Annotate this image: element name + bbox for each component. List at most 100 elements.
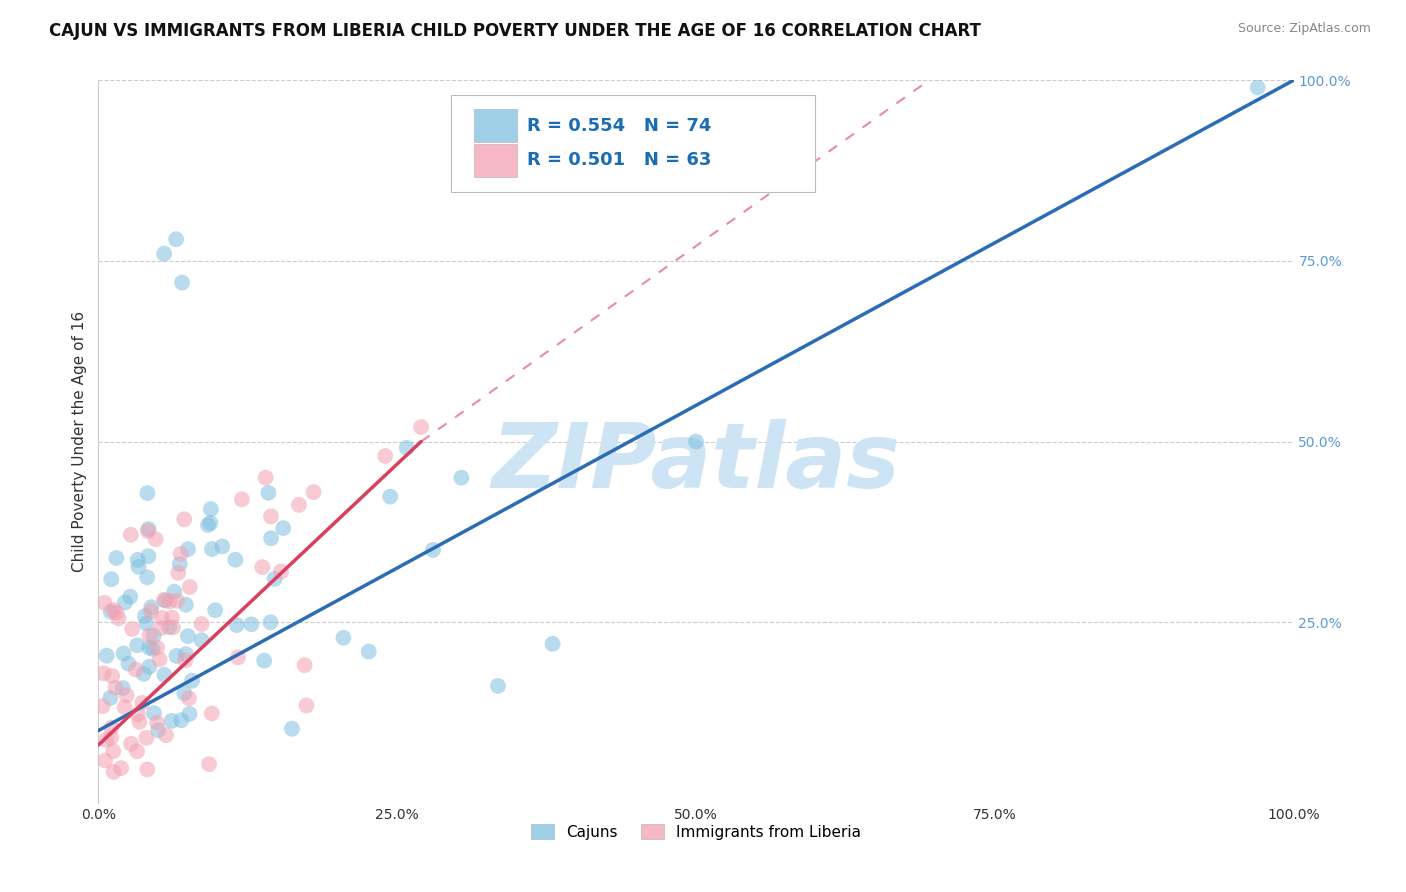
Legend: Cajuns, Immigrants from Liberia: Cajuns, Immigrants from Liberia (524, 818, 868, 846)
Point (105, 606, 128, 620)
Point (170, 713, 193, 727)
Point (252, 560, 274, 574)
Point (125, 663, 148, 677)
Point (104, 681, 127, 695)
Point (136, 486, 159, 500)
Point (153, 246, 176, 260)
Point (197, 518, 219, 533)
Point (162, 620, 184, 634)
Point (177, 629, 200, 643)
Text: R = 0.554   N = 74: R = 0.554 N = 74 (527, 117, 711, 135)
Point (112, 647, 135, 661)
Point (179, 706, 201, 721)
Point (150, 611, 173, 625)
Point (136, 763, 159, 777)
Point (135, 731, 157, 745)
Point (167, 566, 190, 580)
Point (157, 620, 180, 634)
Point (201, 706, 224, 721)
Point (103, 603, 125, 617)
Point (198, 757, 221, 772)
Point (138, 628, 160, 642)
Point (136, 570, 159, 584)
Point (166, 593, 188, 607)
Point (150, 621, 173, 635)
Point (103, 764, 125, 779)
Point (148, 723, 170, 738)
Point (450, 471, 472, 485)
Point (173, 686, 195, 700)
Point (100, 572, 122, 586)
Point (141, 600, 163, 615)
Point (127, 553, 149, 567)
Point (138, 522, 160, 536)
Point (190, 633, 212, 648)
Point (257, 486, 280, 500)
Point (155, 728, 177, 742)
Point (159, 594, 181, 608)
Point (142, 641, 165, 656)
Point (146, 640, 169, 655)
Point (253, 654, 276, 668)
Text: ZIPatlas: ZIPatlas (492, 419, 900, 508)
Point (295, 698, 318, 713)
Text: CAJUN VS IMMIGRANTS FROM LIBERIA CHILD POVERTY UNDER THE AGE OF 16 CORRELATION C: CAJUN VS IMMIGRANTS FROM LIBERIA CHILD P… (49, 22, 981, 40)
Point (98, 690, 121, 705)
Point (225, 618, 247, 632)
Point (128, 714, 150, 729)
Point (172, 276, 194, 290)
Point (200, 516, 222, 530)
Point (111, 681, 134, 695)
Point (263, 572, 285, 586)
Point (395, 441, 418, 455)
Point (165, 232, 187, 246)
Point (201, 542, 224, 557)
Point (260, 509, 283, 524)
Point (143, 706, 166, 720)
Point (127, 707, 149, 722)
Point (211, 540, 233, 554)
Point (149, 652, 172, 666)
Point (174, 598, 197, 612)
Point (204, 603, 226, 617)
Point (138, 660, 160, 674)
Point (120, 590, 142, 604)
Point (169, 557, 191, 571)
Point (174, 653, 197, 667)
Point (160, 714, 183, 728)
Point (163, 584, 186, 599)
Point (96, 732, 118, 747)
Point (101, 669, 124, 683)
Point (332, 631, 354, 645)
Point (179, 580, 201, 594)
Point (91, 699, 114, 714)
Point (153, 592, 176, 607)
Point (153, 667, 176, 681)
FancyBboxPatch shape (474, 109, 517, 143)
Point (94, 754, 117, 768)
Point (110, 761, 132, 775)
Point (281, 722, 304, 736)
Point (200, 502, 222, 516)
FancyBboxPatch shape (451, 95, 815, 193)
Text: R = 0.501   N = 63: R = 0.501 N = 63 (527, 152, 711, 169)
Point (100, 605, 122, 619)
Point (271, 521, 294, 535)
Point (302, 485, 325, 500)
Point (138, 549, 160, 564)
Point (155, 593, 177, 607)
Point (105, 551, 128, 566)
Point (165, 648, 187, 663)
Point (127, 638, 149, 652)
Point (100, 721, 122, 735)
Point (486, 679, 509, 693)
Point (173, 512, 195, 526)
Point (357, 644, 380, 658)
Point (125, 744, 148, 758)
Point (294, 658, 316, 673)
Point (93, 666, 115, 681)
Point (107, 611, 129, 625)
Point (240, 617, 263, 632)
Point (422, 542, 444, 557)
Point (135, 616, 157, 631)
